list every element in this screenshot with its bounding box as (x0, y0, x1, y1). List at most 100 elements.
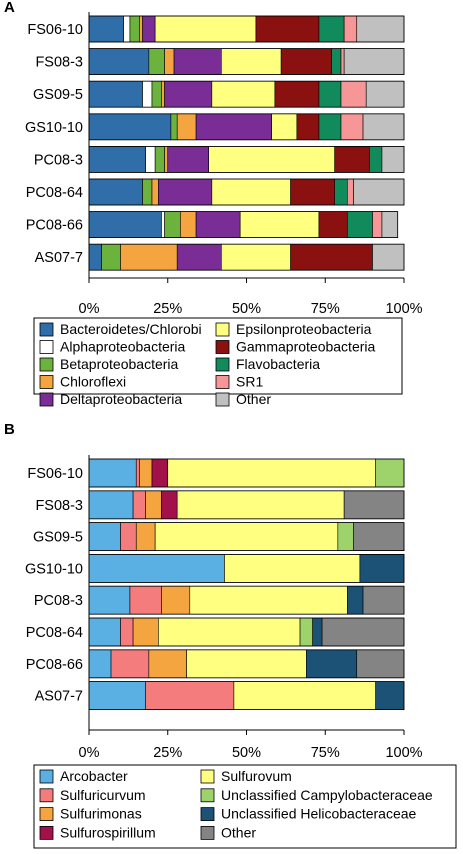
panel-a-x-axis: 0% 25% 50% 75% 100% (79, 12, 423, 317)
row-label-fs06-10: FS06-10 (27, 466, 83, 482)
bar-pc08-64-betaproteobacteria (142, 178, 153, 206)
legend-swatch-other (215, 392, 230, 407)
legend-label-flavobacteria: Flavobacteria (236, 356, 320, 372)
x-tick-label-1: 25% (153, 745, 182, 761)
bar-fs08-3-sulfurovum (176, 490, 345, 520)
row-label-pc08-64: PC08-64 (26, 185, 83, 201)
bar-fs06-10-sulfurimonas (139, 458, 153, 488)
row-label-pc08-66: PC08-66 (26, 657, 83, 673)
panel-a-legend: Bacteroidetes/Chlorobi Alphaproteobacteri… (33, 317, 403, 407)
bar-pc08-66-sr1 (372, 211, 383, 238)
bar-fs08-3-arcobacter (88, 490, 134, 520)
bar-gs09-5-gammaproteobacteria (274, 80, 320, 108)
bar-as07-7-gammaproteobacteria (290, 243, 373, 271)
bar-fs08-3-bacteroidetes-chlorobi (88, 48, 150, 75)
bar-as07-7-betaproteobacteria (101, 243, 121, 271)
bar-pc08-64-sulfurimonas (132, 617, 159, 647)
bar-fs06-10-deltaproteobacteria (142, 15, 156, 43)
bar-pc08-66-unclassified-helicobacteraceae (306, 649, 358, 679)
legend-frame (33, 764, 457, 849)
row-label-fs06-10: FS06-10 (27, 22, 83, 38)
legend-label-sulfurimonas: Sulfurimonas (60, 806, 142, 822)
bar-fs06-10-sulfurovum (167, 458, 376, 488)
bar-pc08-64-other (321, 617, 405, 647)
bar-gs09-5-sulfurimonas (135, 522, 156, 551)
bar-pc08-64-flavobacteria (334, 178, 348, 206)
bar-pc08-64-arcobacter (88, 617, 121, 647)
panel-a-row-labels: FS06-10 FS08-3 GS09-5 GS10-10 PC08-3 PC08-64 P… (25, 22, 83, 266)
row-label-pc08-66: PC08-66 (26, 218, 83, 234)
legend-swatch-sulfuricurvum (39, 788, 54, 803)
bar-fs06-10-betaproteobacteria (129, 15, 140, 43)
bar-gs10-10-arcobacter (88, 554, 225, 583)
legend-swatch-gammaproteobacteria (215, 340, 230, 354)
legend-label-unclassified-campylobacteraceae: Unclassified Campylobacteraceae (221, 787, 433, 803)
row-label-as07-7: AS07-7 (35, 250, 83, 266)
legend-swatch-chloroflexi (39, 375, 54, 389)
bar-pc08-66-gammaproteobacteria (318, 211, 348, 238)
legend-label-gammaproteobacteria: Gammaproteobacteria (236, 339, 376, 355)
row-label-as07-7: AS07-7 (35, 689, 83, 705)
x-tick-label-3: 75% (311, 745, 340, 761)
bar-fs06-10-chloroflexi (139, 15, 143, 43)
x-tick-label-2: 50% (232, 301, 261, 317)
bar-gs09-5-betaproteobacteria (151, 80, 162, 108)
bar-pc08-3-chloroflexi (164, 146, 169, 173)
bar-pc08-66-other (356, 649, 405, 679)
legend-swatch-sr1 (215, 375, 230, 389)
bar-fs06-10-epsilonproteobacteria (154, 15, 257, 43)
bar-fs06-10-sulfuricurvum (135, 458, 140, 488)
bar-gs09-5-deltaproteobacteria (164, 80, 213, 108)
legend-swatch-unclassified-campylobacteraceae (200, 788, 215, 803)
x-tick-label-4: 100% (385, 301, 422, 317)
bar-pc08-3-sulfurimonas (161, 585, 191, 615)
legend-label-deltaproteobacteria: Deltaproteobacteria (60, 391, 182, 407)
bar-pc08-64-sulfuricurvum (120, 617, 134, 647)
bar-pc08-64-sulfurovum (158, 617, 301, 647)
bar-pc08-3-bacteroidetes-chlorobi (88, 146, 147, 173)
bar-gs09-5-chloroflexi (161, 80, 165, 108)
bar-pc08-66-deltaproteobacteria (195, 211, 241, 238)
bar-pc08-3-other (381, 146, 405, 173)
bar-pc08-3-sulfuricurvum (129, 585, 162, 615)
bar-pc08-3-sulfurovum (189, 585, 348, 615)
bar-pc08-3-other (362, 585, 405, 615)
bar-as07-7-chloroflexi (120, 243, 178, 271)
bar-pc08-3-deltaproteobacteria (167, 146, 210, 173)
bar-pc08-66-other (381, 211, 399, 238)
bar-pc08-64-unclassified-campylobacteraceae (299, 617, 313, 647)
x-tick-label-3: 75% (311, 301, 340, 317)
bar-fs06-10-sulfurospirillum (151, 458, 169, 488)
bar-pc08-66-sulfurovum (186, 649, 307, 679)
legend-label-other: Other (221, 824, 256, 840)
bar-as07-7-bacteroidetes-chlorobi (88, 243, 102, 271)
legend-swatch-arcobacter (39, 769, 54, 784)
legend-swatch-sulfurovum (200, 769, 215, 784)
panel-b-legend: Arcobacter Sulfuricurvum Sulfurimonas Sulfu… (33, 764, 457, 849)
row-label-pc08-3: PC08-3 (34, 593, 83, 609)
legend-swatch-epsilonproteobacteria (215, 322, 230, 337)
bar-fs06-10-bacteroidetes-chlorobi (88, 15, 124, 43)
bar-pc08-66-sulfurimonas (148, 649, 187, 679)
legend-label-betaproteobacteria: Betaproteobacteria (60, 356, 179, 372)
legend-label-epsilonproteobacteria: Epsilonproteobacteria (236, 321, 372, 337)
legend-swatch-deltaproteobacteria (39, 392, 54, 407)
legend-label-arcobacter: Arcobacter (60, 768, 128, 784)
bar-as07-7-arcobacter (88, 681, 147, 710)
bar-gs09-5-other (365, 80, 405, 108)
bar-fs08-3-other (343, 490, 405, 520)
x-tick-label-4: 100% (385, 745, 422, 761)
bar-gs10-10-betaproteobacteria (170, 113, 178, 141)
legend-swatch-flavobacteria (215, 357, 230, 372)
bar-pc08-64-sr1 (346, 178, 354, 206)
bar-pc08-3-arcobacter (88, 585, 131, 615)
bar-as07-7-epsilonproteobacteria (221, 243, 291, 271)
panel-b-x-axis: 0% 25% 50% 75% 100% (79, 455, 423, 761)
panel-a-label: A (4, 0, 15, 16)
bar-gs09-5-sr1 (340, 80, 367, 108)
row-label-gs10-10: GS10-10 (25, 561, 83, 577)
bar-as07-7-sulfurovum (233, 681, 376, 710)
panel-a: A FS06-10 FS08-3 GS09-5 GS10-10 PC08-3 PC08-6… (4, 0, 423, 407)
bar-fs08-3-other (343, 48, 405, 75)
bar-fs06-10-flavobacteria (318, 15, 345, 43)
